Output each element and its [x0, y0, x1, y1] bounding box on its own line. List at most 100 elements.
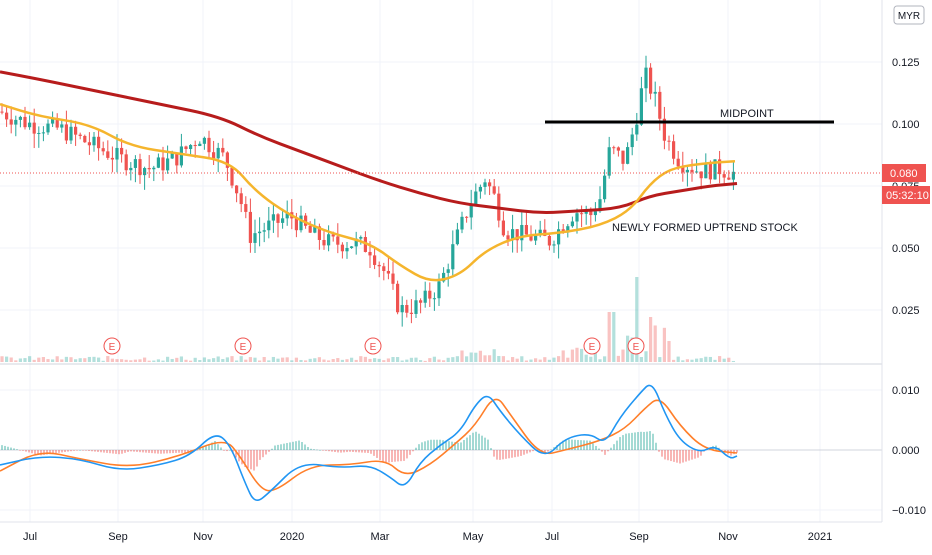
candle-body[interactable] — [28, 122, 32, 128]
candle-body[interactable] — [9, 119, 13, 125]
candle-body[interactable] — [336, 236, 340, 245]
candle-body[interactable] — [152, 167, 156, 170]
candle-body[interactable] — [230, 167, 234, 186]
candle-body[interactable] — [285, 212, 289, 219]
currency-badge-box[interactable] — [893, 5, 925, 25]
candle-body[interactable] — [681, 166, 685, 173]
candle-body[interactable] — [690, 169, 694, 173]
candle-body[interactable] — [695, 171, 699, 173]
candle-body[interactable] — [635, 124, 639, 135]
candle-body[interactable] — [147, 168, 151, 170]
earnings-marker[interactable] — [627, 337, 645, 355]
candle-body[interactable] — [382, 266, 386, 271]
candle-body[interactable] — [575, 213, 579, 222]
candle-body[interactable] — [616, 147, 620, 151]
candle-body[interactable] — [593, 211, 597, 216]
candle-body[interactable] — [46, 123, 50, 133]
candle-body[interactable] — [308, 225, 312, 233]
candle-body[interactable] — [340, 244, 344, 252]
candle-body[interactable] — [166, 158, 170, 171]
candle-body[interactable] — [409, 312, 413, 314]
candle-body[interactable] — [304, 215, 308, 226]
candle-body[interactable] — [492, 186, 496, 194]
candle-body[interactable] — [474, 191, 478, 205]
candle-body[interactable] — [483, 182, 487, 187]
candle-body[interactable] — [662, 118, 666, 141]
candle-body[interactable] — [469, 204, 473, 218]
candle-body[interactable] — [676, 158, 680, 167]
candle-body[interactable] — [529, 234, 533, 241]
candle-body[interactable] — [626, 147, 630, 164]
candle-body[interactable] — [350, 246, 354, 248]
candle-body[interactable] — [419, 300, 423, 303]
candle-body[interactable] — [667, 140, 671, 142]
candle-body[interactable] — [51, 118, 55, 124]
earnings-marker[interactable] — [234, 337, 252, 355]
candle-body[interactable] — [106, 151, 110, 158]
candle-body[interactable] — [110, 157, 114, 160]
candle-body[interactable] — [704, 163, 708, 179]
candle-body[interactable] — [129, 167, 133, 171]
candle-body[interactable] — [239, 193, 243, 205]
candle-body[interactable] — [524, 224, 528, 235]
candle-body[interactable] — [120, 147, 124, 155]
candle-body[interactable] — [317, 226, 321, 240]
candle-body[interactable] — [478, 186, 482, 192]
candle-body[interactable] — [18, 116, 22, 120]
candle-body[interactable] — [258, 231, 262, 234]
candle-body[interactable] — [570, 221, 574, 227]
candle-body[interactable] — [566, 226, 570, 233]
candle-body[interactable] — [685, 169, 689, 173]
candle-body[interactable] — [271, 214, 275, 221]
earnings-marker[interactable] — [103, 337, 121, 355]
candle-body[interactable] — [156, 157, 160, 168]
earnings-marker[interactable] — [364, 337, 382, 355]
candle-body[interactable] — [405, 305, 409, 313]
candle-body[interactable] — [327, 234, 331, 246]
candle-body[interactable] — [368, 251, 372, 256]
candle-body[interactable] — [0, 111, 4, 113]
macd-axis[interactable]: 0.010 0.000 −0.010 — [892, 385, 926, 517]
candle-body[interactable] — [722, 174, 726, 178]
earnings-marker[interactable] — [583, 337, 601, 355]
candle-body[interactable] — [92, 136, 96, 146]
candle-body[interactable] — [708, 163, 712, 180]
candle-body[interactable] — [345, 247, 349, 252]
candle-body[interactable] — [299, 215, 303, 231]
candle-body[interactable] — [731, 171, 735, 180]
candle-body[interactable] — [124, 154, 128, 171]
time-axis[interactable]: Jul Sep Nov 2020 Mar May Jul Sep Nov 2021 — [23, 531, 832, 543]
candle-body[interactable] — [248, 211, 252, 243]
candle-body[interactable] — [455, 229, 459, 245]
candle-body[interactable] — [423, 290, 427, 303]
candle-body[interactable] — [322, 239, 326, 246]
candle-body[interactable] — [32, 122, 36, 134]
candle-body[interactable] — [14, 119, 18, 125]
candle-body[interactable] — [41, 132, 45, 134]
candle-body[interactable] — [557, 229, 561, 245]
candle-body[interactable] — [331, 234, 335, 237]
candle-body[interactable] — [74, 126, 78, 135]
candlestick-series[interactable] — [0, 55, 735, 327]
candle-body[interactable] — [78, 134, 82, 136]
candle-body[interactable] — [653, 91, 657, 94]
candle-body[interactable] — [727, 177, 731, 180]
candle-body[interactable] — [138, 159, 142, 176]
candle-body[interactable] — [184, 146, 188, 150]
candle-body[interactable] — [589, 211, 593, 216]
candle-body[interactable] — [639, 88, 643, 125]
candle-body[interactable] — [442, 272, 446, 282]
candle-body[interactable] — [580, 213, 584, 215]
candle-body[interactable] — [658, 91, 662, 119]
candle-body[interactable] — [64, 124, 68, 141]
candle-body[interactable] — [221, 147, 225, 153]
candle-body[interactable] — [193, 145, 197, 147]
candle-body[interactable] — [515, 229, 519, 241]
candle-body[interactable] — [488, 182, 492, 187]
candle-body[interactable] — [465, 216, 469, 218]
candle-body[interactable] — [428, 290, 432, 299]
candle-body[interactable] — [511, 229, 515, 240]
candle-body[interactable] — [60, 124, 64, 128]
